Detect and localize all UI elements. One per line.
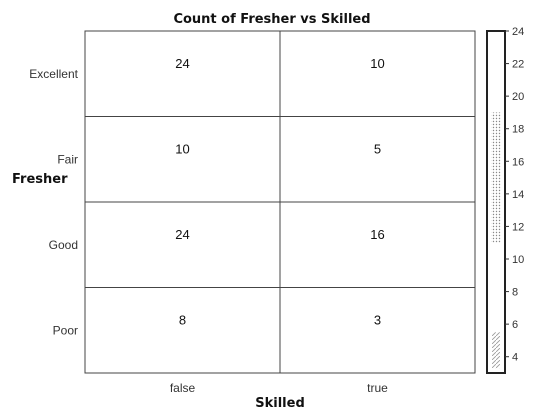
cell-value-label: 3 [374,312,381,327]
colorbar-shade-band [492,332,500,369]
colorbar-tick-label: 22 [512,59,524,71]
x-tick-label: false [170,381,196,395]
x-tick-label: true [367,381,388,395]
colorbar-tick-label: 8 [512,287,518,299]
colorbar-tick-label: 4 [512,352,518,364]
cell-value-label: 8 [179,312,186,327]
colorbar-tick-label: 14 [512,189,524,201]
y-tick-label: Fair [57,152,78,166]
colorbar-shade-band [491,112,501,243]
y-tick-label: Poor [53,323,78,337]
colorbar-tick-label: 12 [512,221,524,233]
heatmap-cells: 24 10 10 5 24 16 8 3 [84,30,476,374]
heatmap-cell [279,30,476,117]
cell-value-label: 5 [374,141,381,156]
colorbar-tick-label: 20 [512,91,524,103]
colorbar-tick-label: 6 [512,319,518,331]
cell-value-label: 16 [370,227,384,242]
x-axis-title: Skilled [255,396,305,411]
heatmap-cell [84,30,281,117]
heatmap-cell [279,116,476,203]
chart-title: Count of Fresher vs Skilled [173,12,370,27]
cell-value-label: 10 [370,56,384,71]
cell-value-label: 10 [175,141,189,156]
colorbar: 4 6 8 10 12 14 16 18 20 22 24 [486,26,524,374]
y-tick-label: Good [49,238,78,252]
heatmap-cell [279,201,476,288]
colorbar-tick-label: 24 [512,26,524,38]
heatmap-cell [84,287,281,374]
y-axis-title: Fresher [12,172,68,187]
colorbar-tick-label: 16 [512,156,524,168]
cell-value-label: 24 [175,227,189,242]
heatmap-cell [84,116,281,203]
heatmap-cell [84,201,281,288]
heatmap-cell [279,287,476,374]
y-tick-labels: Excellent Fair Good Poor [29,67,78,338]
y-tick-label: Excellent [29,67,78,81]
cell-value-label: 24 [175,56,189,71]
colorbar-tick-label: 10 [512,254,524,266]
x-tick-labels: false true [170,381,388,395]
colorbar-tick-label: 18 [512,124,524,136]
